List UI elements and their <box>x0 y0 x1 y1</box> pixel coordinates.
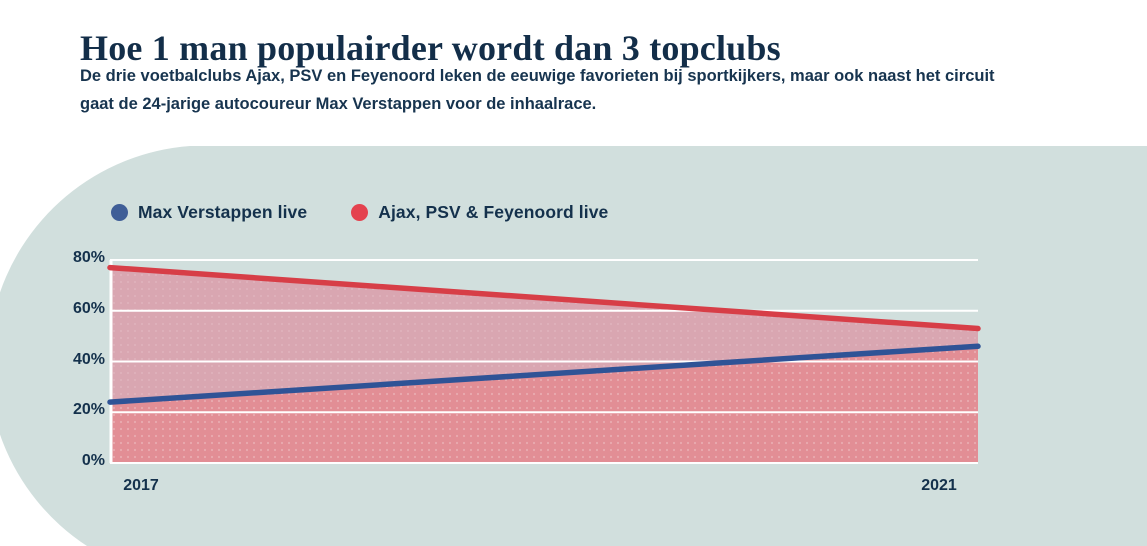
legend-label: Ajax, PSV & Feyenoord live <box>378 202 609 222</box>
subtitle-line-2: gaat de 24-jarige autocoureur Max Versta… <box>80 95 597 113</box>
y-tick-label: 0% <box>81 452 105 469</box>
x-tick-label: 2021 <box>921 477 957 494</box>
x-tick-label: 2017 <box>123 477 159 494</box>
legend-item-clubs: Ajax, PSV & Feyenoord live <box>351 202 608 223</box>
legend-label: Max Verstappen live <box>138 202 308 222</box>
page-title: Hoe 1 man populairder wordt dan 3 topclu… <box>80 28 781 69</box>
chart-legend: Max Verstappen live Ajax, PSV & Feyenoor… <box>111 202 608 223</box>
y-tick-label: 20% <box>72 401 105 419</box>
y-tick-label: 40% <box>72 350 105 368</box>
series-line <box>107 264 981 332</box>
subtitle-line-1: De drie voetbalclubs Ajax, PSV en Feyeno… <box>80 67 995 85</box>
area-dot-texture <box>110 346 978 463</box>
legend-dot-blue-icon <box>111 204 128 221</box>
series-line <box>107 343 981 405</box>
legend-dot-red-icon <box>351 204 369 221</box>
y-tick-label: 80% <box>72 249 105 266</box>
legend-item-max-verstappen: Max Verstappen live <box>111 202 307 223</box>
page-subtitle: De drie voetbalclubs Ajax, PSV en Feyeno… <box>80 62 1060 118</box>
y-tick-label: 60% <box>72 299 105 317</box>
